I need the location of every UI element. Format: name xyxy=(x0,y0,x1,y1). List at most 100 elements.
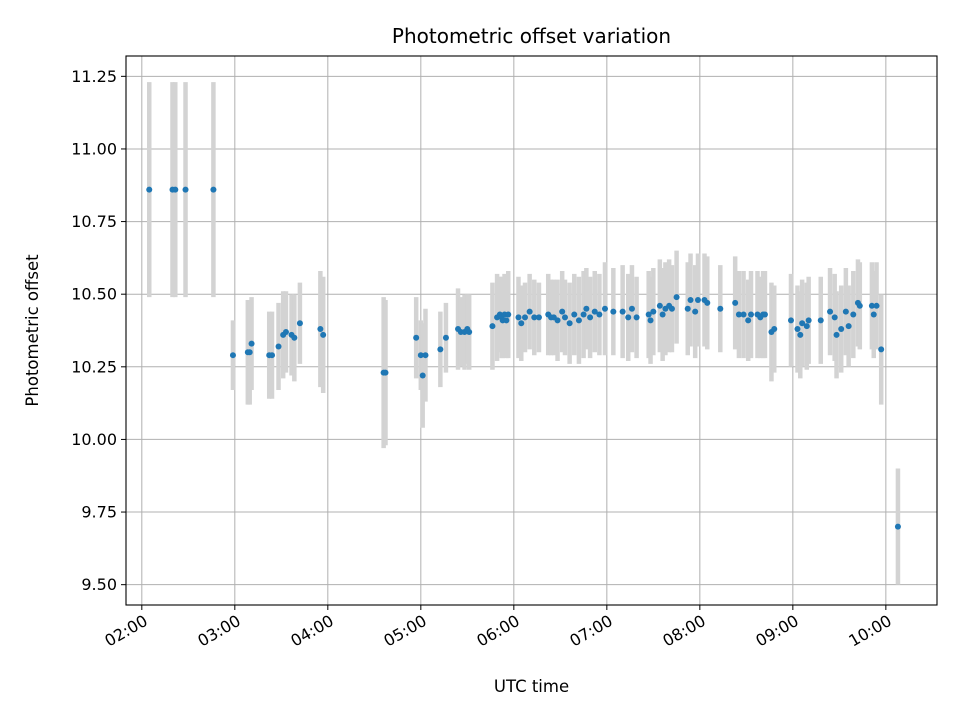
data-point xyxy=(382,369,389,376)
data-point xyxy=(747,311,754,318)
data-point xyxy=(146,186,153,193)
y-tick-label: 10.25 xyxy=(71,357,117,376)
data-point xyxy=(842,308,849,315)
data-point xyxy=(610,308,617,315)
data-point xyxy=(531,314,538,321)
data-point xyxy=(794,326,801,333)
data-point xyxy=(761,311,768,318)
data-point xyxy=(442,334,449,341)
data-point xyxy=(717,305,724,312)
data-points xyxy=(146,186,901,530)
data-point xyxy=(894,523,901,530)
data-point xyxy=(246,349,253,356)
data-point xyxy=(838,326,845,333)
data-point xyxy=(645,311,652,318)
data-point xyxy=(521,314,528,321)
data-point xyxy=(878,346,885,353)
data-point xyxy=(437,346,444,353)
data-point xyxy=(571,311,578,318)
data-point xyxy=(591,308,598,315)
data-point xyxy=(518,320,525,327)
data-point xyxy=(850,311,857,318)
data-point xyxy=(515,314,522,321)
data-point xyxy=(580,311,587,318)
data-point xyxy=(740,311,747,318)
data-point xyxy=(296,320,303,327)
data-point xyxy=(873,302,880,309)
y-tick-label: 10.00 xyxy=(71,430,117,449)
data-point xyxy=(466,328,473,335)
data-point xyxy=(248,340,255,347)
y-tick-label: 9.75 xyxy=(81,503,117,522)
y-axis: 9.50 9.75 10.00 10.25 10.50 10.75 11.00 11.25 xyxy=(71,67,126,594)
data-point xyxy=(575,317,582,324)
data-point xyxy=(601,305,608,312)
chart-title: Photometric offset variation xyxy=(392,24,671,48)
data-point xyxy=(596,311,603,318)
data-point xyxy=(797,331,804,338)
data-point xyxy=(687,297,694,303)
data-point xyxy=(831,314,838,321)
data-point xyxy=(417,352,424,359)
data-point xyxy=(269,352,276,359)
data-point xyxy=(827,308,834,315)
data-point xyxy=(668,305,675,312)
data-point xyxy=(732,299,739,306)
y-tick-label: 11.25 xyxy=(71,67,117,86)
data-point xyxy=(704,299,711,306)
data-point xyxy=(320,331,327,338)
data-point xyxy=(659,311,666,318)
data-point xyxy=(566,320,573,327)
data-point xyxy=(799,320,806,327)
data-point xyxy=(422,352,429,359)
data-point xyxy=(817,317,824,324)
data-point xyxy=(856,302,863,309)
data-point xyxy=(505,311,512,318)
data-point xyxy=(647,317,654,324)
data-point xyxy=(291,334,298,341)
data-point xyxy=(628,305,635,312)
data-point xyxy=(282,328,289,335)
data-point xyxy=(656,302,663,309)
data-point xyxy=(182,186,189,193)
data-point xyxy=(229,352,236,359)
data-point xyxy=(833,331,840,338)
data-point xyxy=(489,323,496,330)
plot-frame xyxy=(125,55,938,606)
y-tick-label: 10.75 xyxy=(71,212,117,231)
data-point xyxy=(619,308,626,315)
data-point xyxy=(684,305,691,312)
data-point xyxy=(694,297,701,303)
data-point xyxy=(805,317,812,324)
data-point xyxy=(673,294,680,301)
data-point xyxy=(771,326,778,333)
data-point xyxy=(787,317,794,324)
data-point xyxy=(526,308,533,315)
data-point xyxy=(535,314,542,321)
data-point xyxy=(692,308,699,315)
data-point xyxy=(633,314,640,321)
data-point xyxy=(803,323,810,330)
data-point xyxy=(275,343,282,350)
data-point xyxy=(561,314,568,321)
data-point xyxy=(210,186,217,193)
data-point xyxy=(745,317,752,324)
y-axis-label: Photometric offset xyxy=(23,254,42,407)
data-point xyxy=(419,372,426,379)
data-point xyxy=(317,326,324,333)
y-tick-label: 9.50 xyxy=(81,575,117,594)
data-point xyxy=(587,314,594,321)
data-point xyxy=(868,302,875,309)
data-point xyxy=(870,311,877,318)
data-point xyxy=(503,317,510,324)
y-tick-label: 11.00 xyxy=(71,139,117,158)
data-point xyxy=(172,186,179,193)
data-point xyxy=(413,334,420,341)
y-tick-label: 10.50 xyxy=(71,285,117,304)
data-point xyxy=(650,308,657,315)
data-point xyxy=(559,308,566,315)
data-point xyxy=(583,305,590,312)
x-axis-label: UTC time xyxy=(494,677,569,696)
